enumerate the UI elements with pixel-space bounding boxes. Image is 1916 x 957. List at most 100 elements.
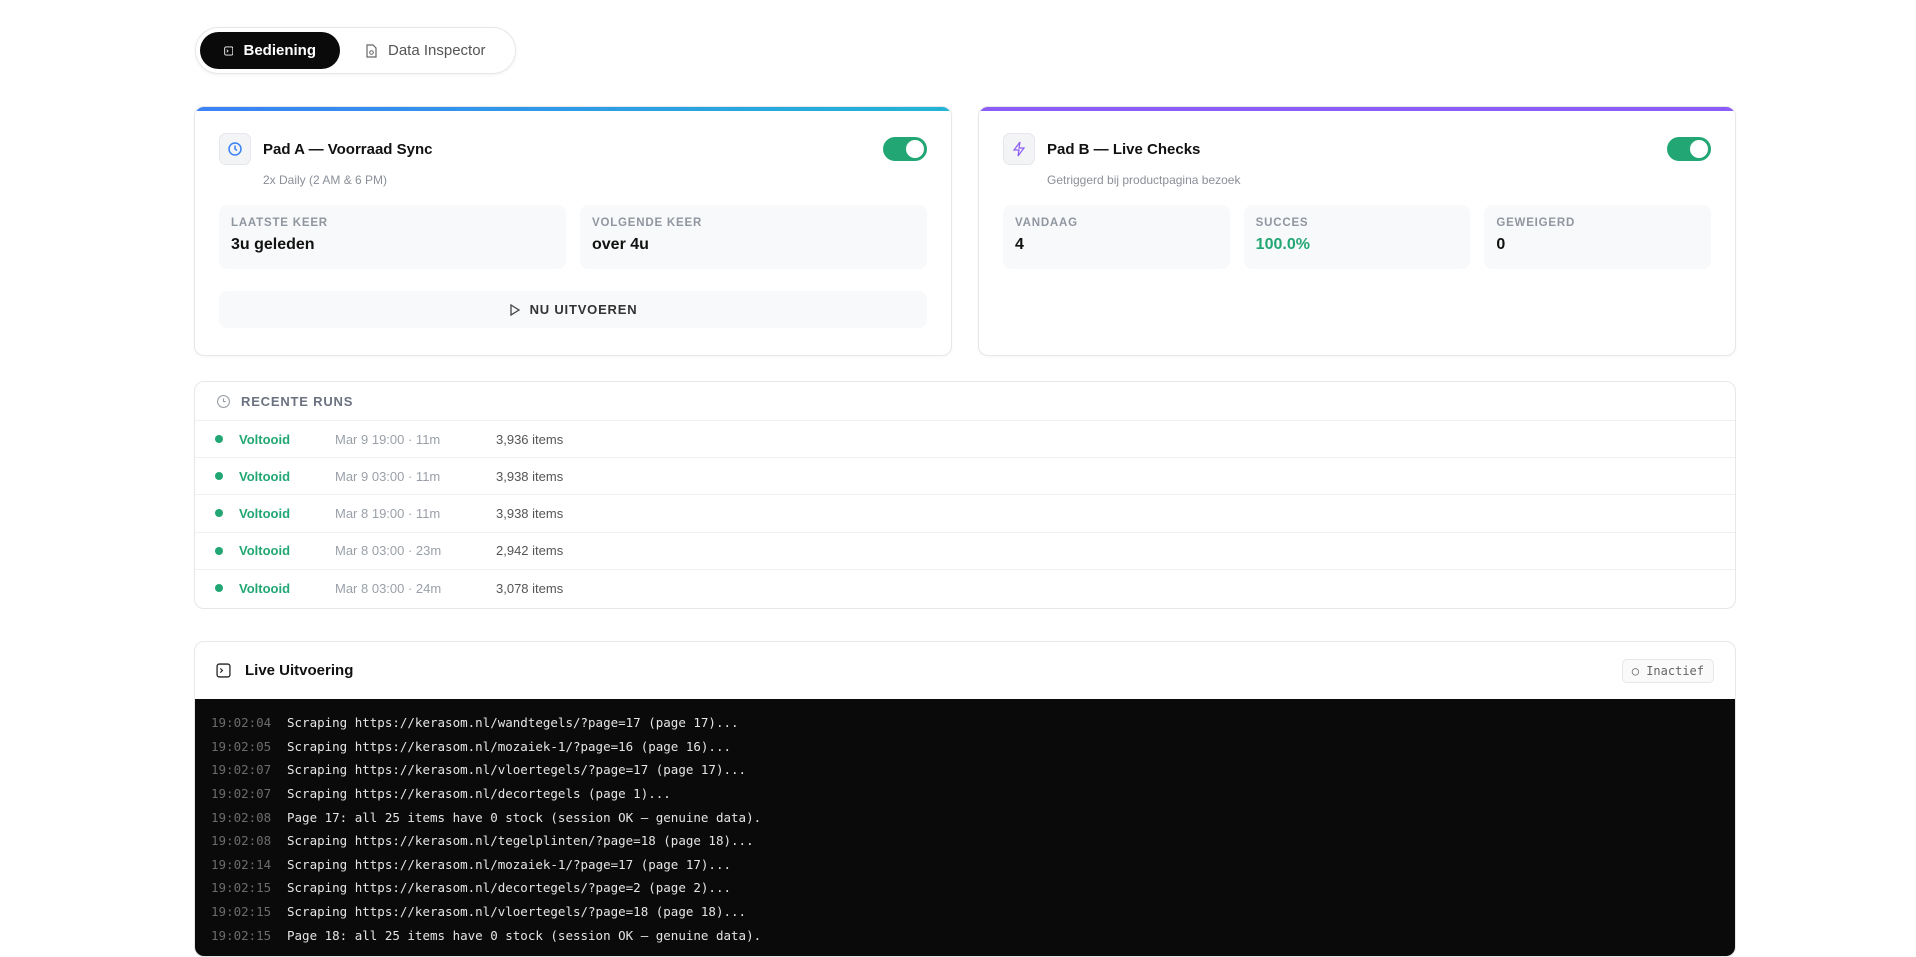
run-now-label: NU UITVOEREN [529,302,638,317]
status-badge: ○ Inactief [1621,658,1714,683]
run-time: Mar 8 19:00 · 11m [335,505,441,521]
log-line: 19:02:14 Scraping https://kerasom.nl/moza… [195,853,1735,877]
history-icon [217,394,230,408]
run-time: Mar 9 19:00 · 11m [335,431,441,447]
stat-value: 4 [1015,236,1024,253]
run-status: Voltooid [239,543,291,559]
run-status: Voltooid [239,431,291,447]
log-timestamp: 19:02:15 [211,880,272,896]
log-timestamp: 19:02:08 [211,833,272,849]
log-message: Page 17: all 25 items have 0 stock (sess… [287,809,762,825]
status-dot [215,472,223,481]
stat-label: LAATSTE KEER [231,217,328,229]
run-row[interactable]: Voltooid Mar 9 19:00 · 11m 3,936 items [195,421,1735,459]
tab-bediening[interactable]: Bediening [200,32,340,69]
stat-value: 3u geleden [231,236,315,253]
run-time: Mar 9 03:00 · 11m [335,468,441,484]
log-message: Scraping https://kerasom.nl/vloertegels/… [287,762,747,778]
run-time: Mar 8 03:00 · 23m [335,543,442,559]
card-subtitle: 2x Daily (2 AM & 6 PM) [263,173,388,187]
pad-b-toggle[interactable] [1667,137,1711,161]
log-message: Scraping https://kerasom.nl/mozaiek-1/?p… [287,738,732,754]
stat-success: SUCCES 100.0% [1243,205,1471,269]
log-timestamp: 19:02:07 [211,786,272,802]
log-message: Scraping https://kerasom.nl/wandtegels/?… [287,715,739,731]
run-items: 3,938 items [496,468,564,484]
run-items: 3,938 items [496,505,564,521]
play-icon [509,303,520,316]
run-now-button[interactable]: NU UITVOEREN [219,291,927,328]
stat-label: SUCCES [1255,217,1309,229]
log-timestamp: 19:02:14 [211,856,272,872]
log-line: 19:02:15 Scraping https://kerasom.nl/vloe… [195,900,1735,924]
recent-runs-panel: RECENTE RUNS Voltooid Mar 9 19:00 · 11m 3,… [194,381,1736,609]
log-message: Scraping https://kerasom.nl/decortegels/… [287,880,732,896]
stat-last-run: LAATSTE KEER 3u geleden [219,205,566,269]
log-console[interactable]: 19:02:04 Scraping https://kerasom.nl/wand… [195,699,1735,956]
run-status: Voltooid [239,468,291,484]
log-timestamp: 19:02:04 [211,715,272,731]
log-line: 19:02:15 Page 18: all 25 items have 0 sto… [195,923,1735,947]
section-title: RECENTE RUNS [241,393,354,409]
stat-value: 0 [1496,236,1506,253]
log-message: Scraping https://kerasom.nl/decortegels … [287,786,671,802]
run-row[interactable]: Voltooid Mar 9 03:00 · 11m 3,938 items [195,458,1735,496]
log-timestamp: 19:02:15 [211,904,272,920]
stat-value: over 4u [592,236,649,253]
tab-data-inspector[interactable]: Data Inspector [340,32,510,69]
log-line: 19:02:08 Page 17: all 25 items have 0 sto… [195,805,1735,829]
log-line: 19:02:05 Scraping https://kerasom.nl/moza… [195,735,1735,759]
log-timestamp: 19:02:08 [211,809,272,825]
stat-rejected: GEWEIGERD 0 [1484,205,1712,269]
accent-bar [195,107,951,111]
stat-today: VANDAAG 4 [1003,205,1230,269]
run-row[interactable]: Voltooid Mar 8 03:00 · 23m 2,942 items [195,533,1735,570]
stat-label: VOLGENDE KEER [592,217,703,229]
pad-a-card: Pad A — Voorraad Sync 2x Daily (2 AM & 6… [194,106,952,356]
log-message: Scraping https://kerasom.nl/vloertegels/… [287,904,747,920]
log-line: 19:02:07 Scraping https://kerasom.nl/vloe… [195,758,1735,782]
terminal-icon [224,45,234,56]
log-line: 19:02:07 Scraping https://kerasom.nl/deco… [195,782,1735,806]
log-line: 19:02:08 Scraping https://kerasom.nl/tege… [195,829,1735,853]
run-items: 3,078 items [496,580,564,596]
stat-label: VANDAAG [1015,217,1078,229]
status-dot [215,546,223,555]
log-timestamp: 19:02:07 [211,762,272,778]
run-time: Mar 8 03:00 · 24m [335,580,442,596]
run-items: 2,942 items [496,543,564,559]
run-row[interactable]: Voltooid Mar 8 03:00 · 24m 3,078 items [195,570,1735,607]
pad-b-card: Pad B — Live Checks Getriggerd bij produ… [978,106,1736,356]
run-status: Voltooid [239,580,291,596]
pad-a-toggle[interactable] [883,137,927,161]
status-dot [215,509,223,518]
accent-bar [979,107,1735,111]
stat-label: GEWEIGERD [1496,217,1576,229]
tab-label: Data Inspector [388,42,486,59]
file-search-icon [366,43,377,58]
stat-value: 100.0% [1255,236,1310,253]
status-dot [215,435,223,444]
log-timestamp: 19:02:05 [211,738,272,754]
log-message: Page 18: all 25 items have 0 stock (sess… [287,927,762,943]
live-execution-panel: Live Uitvoering ○ Inactief 19:02:04 Scrap… [194,641,1736,957]
status-dot [215,584,223,593]
card-title: Pad B — Live Checks [1047,140,1201,158]
log-line: 19:02:15 Scraping https://kerasom.nl/deco… [195,876,1735,900]
card-title: Pad A — Voorraad Sync [263,140,433,158]
terminal-icon [216,663,231,678]
run-row[interactable]: Voltooid Mar 8 19:00 · 11m 3,938 items [195,495,1735,533]
run-status: Voltooid [239,505,291,521]
log-message: Scraping https://kerasom.nl/tegelplinten… [287,833,754,849]
card-subtitle: Getriggerd bij productpagina bezoek [1047,173,1241,187]
log-timestamp: 19:02:15 [211,927,272,943]
lightning-icon [1003,133,1035,165]
run-items: 3,936 items [496,431,564,447]
clock-icon [219,133,251,165]
log-message: Scraping https://kerasom.nl/mozaiek-1/?p… [287,856,732,872]
stat-next-run: VOLGENDE KEER over 4u [580,205,927,269]
section-title: Live Uitvoering [245,662,354,679]
tab-label: Bediening [243,42,316,59]
log-line: 19:02:04 Scraping https://kerasom.nl/wand… [195,711,1735,735]
view-tabs: Bediening Data Inspector [195,27,516,74]
